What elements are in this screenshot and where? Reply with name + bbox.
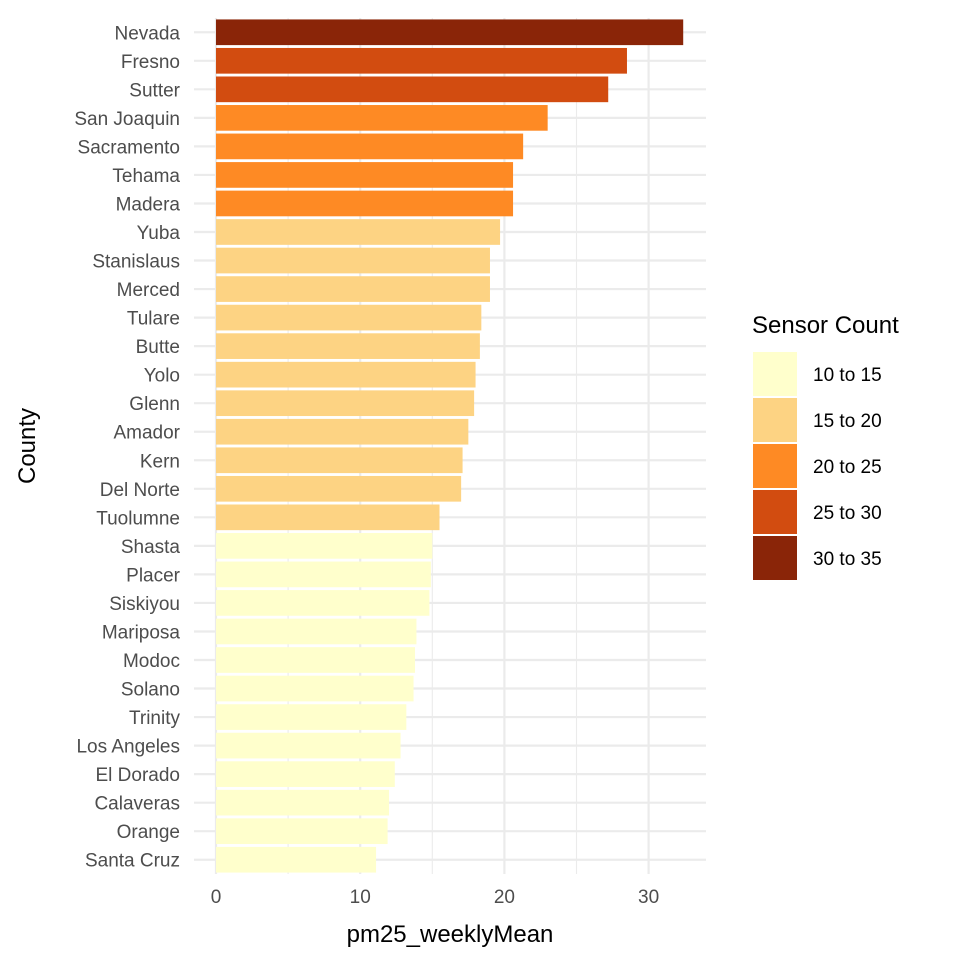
x-tick-label: 0 — [211, 887, 222, 908]
bar — [216, 190, 514, 217]
bar — [216, 647, 415, 673]
legend-key — [753, 398, 797, 442]
y-tick-label: Santa Cruz — [85, 851, 180, 872]
y-tick-label: Amador — [113, 423, 180, 444]
bar — [216, 732, 401, 759]
legend: Sensor Count 10 to 15 15 to 20 20 to 25 25 … — [752, 312, 899, 580]
legend-key — [753, 444, 797, 488]
y-tick-label: Yuba — [137, 223, 181, 244]
y-tick-label: Modoc — [123, 651, 180, 672]
y-tick-label: Calaveras — [94, 794, 180, 815]
x-tick-label: 20 — [494, 887, 515, 908]
y-tick-label: Glenn — [129, 394, 180, 415]
legend-label: 25 to 30 — [813, 503, 882, 524]
y-tick-label: Orange — [117, 822, 180, 843]
bar — [216, 133, 524, 160]
x-axis-tick-labels: 0 10 20 30 — [211, 887, 659, 908]
bar — [216, 304, 482, 331]
y-tick-label: Tuolumne — [96, 508, 180, 529]
bar — [216, 675, 414, 702]
bar — [216, 247, 490, 274]
bar — [216, 846, 377, 873]
legend-label: 15 to 20 — [813, 411, 882, 432]
bar — [216, 390, 475, 417]
y-tick-label: Shasta — [121, 537, 181, 558]
y-tick-label: Kern — [140, 451, 180, 472]
bar — [216, 105, 548, 131]
y-tick-label: Sacramento — [78, 137, 180, 158]
bar — [216, 219, 501, 245]
y-tick-label: Del Norte — [100, 480, 180, 501]
legend-key — [753, 352, 797, 396]
bar — [216, 818, 388, 845]
bar — [216, 447, 463, 474]
y-tick-label: Yolo — [144, 366, 180, 387]
bar — [216, 789, 390, 816]
y-axis-title: County — [14, 408, 41, 484]
bar — [216, 76, 609, 103]
y-tick-label: Stanislaus — [92, 252, 180, 273]
bar — [216, 561, 431, 588]
bar — [216, 533, 433, 559]
y-axis-tick-labels: Nevada Fresno Sutter San Joaquin Sacramento T… — [74, 23, 180, 871]
y-tick-label: Fresno — [121, 52, 180, 73]
y-tick-label: Placer — [126, 565, 181, 586]
bar — [216, 590, 430, 616]
y-tick-label: Siskiyou — [109, 594, 180, 615]
x-axis-title: pm25_weeklyMean — [347, 921, 554, 948]
y-tick-label: El Dorado — [96, 765, 181, 786]
bars-layer — [216, 19, 684, 873]
bar — [216, 162, 514, 188]
bar — [216, 618, 417, 645]
y-tick-label: Mariposa — [102, 622, 181, 643]
legend-label: 20 to 25 — [813, 457, 882, 478]
y-tick-label: Trinity — [129, 708, 181, 729]
y-tick-label: Tulare — [127, 309, 180, 330]
legend-label: 10 to 15 — [813, 365, 882, 386]
legend-label: 30 to 35 — [813, 549, 882, 570]
bar — [216, 333, 480, 359]
legend-key — [753, 490, 797, 534]
y-tick-label: Tehama — [112, 166, 180, 187]
bar — [216, 504, 440, 531]
y-tick-label: Merced — [117, 280, 180, 301]
bar — [216, 475, 462, 502]
y-tick-label: Los Angeles — [76, 737, 180, 758]
y-tick-label: Solano — [121, 680, 180, 701]
bar — [216, 418, 469, 445]
y-tick-label: Nevada — [115, 23, 181, 44]
y-tick-label: San Joaquin — [74, 109, 180, 130]
bar — [216, 761, 395, 787]
legend-items: 10 to 15 15 to 20 20 to 25 25 to 30 30 to 35 — [753, 352, 882, 580]
x-tick-label: 10 — [350, 887, 371, 908]
bar — [216, 704, 407, 730]
legend-title: Sensor Count — [752, 312, 899, 339]
bar — [216, 47, 627, 74]
legend-key — [753, 536, 797, 580]
bar — [216, 276, 490, 302]
y-tick-label: Sutter — [129, 80, 180, 101]
y-tick-label: Madera — [116, 194, 181, 215]
y-tick-label: Butte — [136, 337, 180, 358]
x-tick-label: 30 — [638, 887, 659, 908]
bar — [216, 361, 476, 388]
bar — [216, 19, 684, 46]
